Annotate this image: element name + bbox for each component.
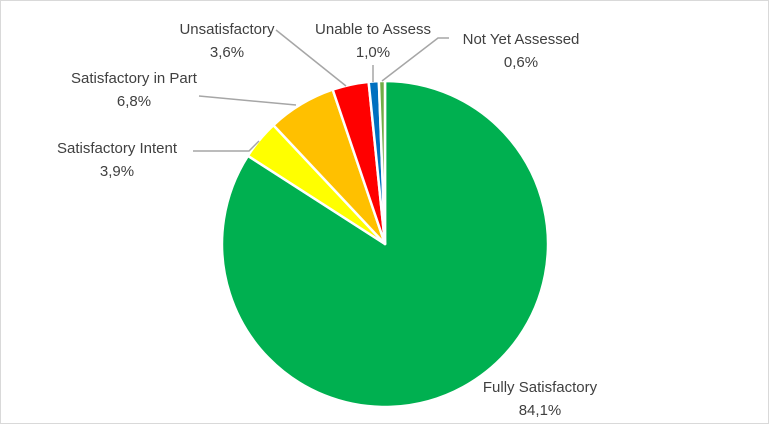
leader-line-unsatisfactory (275, 29, 347, 87)
slice-value-satisfactory-intent: 3,9% (100, 163, 134, 180)
slice-value-not-yet-assessed: 0,6% (504, 54, 538, 71)
data-labels: Fully Satisfactory 84,1% Satisfactory In… (57, 21, 598, 419)
slice-value-unable-to-assess: 1,0% (356, 44, 390, 61)
leader-line-satisfactory-in-part (198, 95, 297, 106)
slice-value-satisfactory-in-part: 6,8% (117, 93, 151, 110)
slice-label-not-yet-assessed: Not Yet Assessed (463, 31, 580, 48)
slice-label-satisfactory-in-part: Satisfactory in Part (71, 70, 198, 87)
leader-line-satisfactory-intent (193, 140, 260, 152)
pie-slices (220, 79, 550, 409)
slice-value-unsatisfactory: 3,6% (210, 44, 244, 61)
slice-value-fully-satisfactory: 84,1% (519, 402, 562, 419)
slice-label-fully-satisfactory: Fully Satisfactory (483, 379, 598, 396)
leader-line-not-yet-assessed (381, 37, 449, 82)
leader-lines (193, 29, 449, 152)
pie-slice-not-yet-assessed (377, 79, 387, 246)
slice-label-satisfactory-intent: Satisfactory Intent (57, 140, 178, 157)
slice-label-unsatisfactory: Unsatisfactory (179, 21, 275, 38)
slice-label-unable-to-assess: Unable to Assess (315, 21, 431, 38)
